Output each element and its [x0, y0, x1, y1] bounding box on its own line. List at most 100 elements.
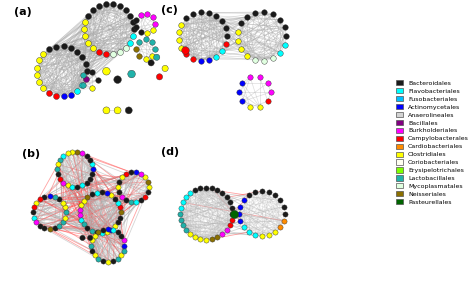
Point	[83, 154, 91, 158]
Point	[223, 228, 230, 232]
Point	[245, 230, 253, 234]
Point	[81, 20, 89, 25]
Point	[205, 10, 212, 15]
Point	[116, 205, 124, 210]
Point	[114, 230, 121, 235]
Point	[177, 23, 185, 27]
Point	[128, 72, 136, 76]
Point	[39, 86, 47, 91]
Point	[115, 190, 123, 195]
Point	[83, 226, 91, 230]
Point	[208, 237, 216, 242]
Point	[240, 198, 247, 203]
Point	[103, 69, 110, 74]
Point	[95, 4, 102, 9]
Point	[269, 56, 277, 60]
Point	[264, 81, 272, 85]
Point	[142, 37, 149, 41]
Point	[118, 253, 125, 257]
Point	[191, 188, 199, 192]
Point	[132, 200, 140, 204]
Point	[261, 10, 268, 14]
Point	[280, 219, 287, 223]
Point	[89, 248, 96, 253]
Point	[276, 18, 284, 22]
Point	[111, 196, 119, 201]
Point	[230, 211, 238, 216]
Point	[120, 248, 128, 253]
Point	[141, 195, 149, 199]
Point	[89, 69, 96, 74]
Point	[212, 54, 220, 59]
Point	[81, 34, 89, 39]
Point	[258, 234, 266, 239]
Point	[94, 77, 102, 82]
Point	[69, 149, 76, 154]
Point	[218, 19, 226, 24]
Point	[86, 236, 94, 240]
Point	[104, 260, 112, 264]
Point	[51, 226, 58, 231]
Point	[222, 42, 229, 46]
Point	[54, 162, 62, 166]
Point	[251, 233, 259, 238]
Point	[234, 38, 242, 43]
Point	[281, 25, 289, 30]
Point	[218, 49, 226, 54]
Point	[36, 197, 44, 201]
Point	[46, 194, 53, 198]
Point	[265, 233, 273, 238]
Point	[175, 38, 182, 43]
Point	[228, 206, 236, 210]
Point	[82, 62, 90, 66]
Point	[30, 215, 37, 220]
Point	[67, 46, 75, 50]
Point	[62, 205, 69, 210]
Point	[59, 154, 67, 158]
Point	[88, 162, 96, 166]
Point	[116, 215, 124, 220]
Point	[214, 188, 221, 192]
Point	[102, 52, 109, 56]
Point	[59, 200, 67, 205]
Point	[205, 58, 212, 62]
Point	[245, 193, 253, 198]
Point	[35, 80, 43, 84]
Point	[83, 195, 91, 199]
Point	[59, 220, 67, 225]
Point	[89, 167, 97, 172]
Point	[149, 15, 157, 20]
Point	[208, 186, 216, 190]
Point	[197, 186, 204, 190]
Point	[88, 192, 95, 196]
Point	[252, 11, 259, 15]
Point	[182, 48, 189, 52]
Point	[127, 13, 134, 18]
Point	[115, 180, 123, 184]
Point	[80, 198, 88, 203]
Point	[186, 232, 193, 237]
Point	[280, 204, 287, 209]
Point	[67, 92, 75, 97]
Point	[264, 99, 272, 104]
Point	[197, 237, 204, 242]
Point	[137, 13, 145, 18]
Point	[103, 108, 110, 113]
Point	[246, 105, 254, 109]
Point	[84, 13, 92, 18]
Point	[142, 56, 149, 61]
Point	[86, 157, 94, 162]
Point	[189, 56, 197, 61]
Point	[177, 46, 185, 50]
Point	[93, 230, 100, 235]
Point	[29, 210, 37, 215]
Point	[269, 12, 277, 17]
Point	[122, 198, 129, 203]
Point	[83, 180, 91, 185]
Point	[182, 195, 190, 200]
Point	[144, 12, 151, 17]
Point	[132, 47, 139, 51]
Point	[99, 259, 107, 264]
Point	[237, 204, 244, 209]
Point	[35, 58, 43, 63]
